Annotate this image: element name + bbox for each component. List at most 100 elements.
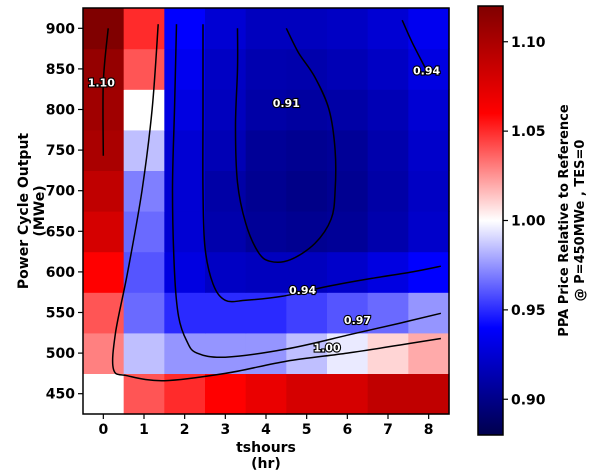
heatmap-cell (205, 8, 247, 50)
heatmap-cell (245, 48, 287, 90)
contour-label: 1.00 (313, 341, 340, 354)
heatmap-cell (245, 332, 287, 374)
heatmap-cell (367, 373, 409, 415)
heatmap-cell (286, 292, 328, 334)
contour-line (401, 19, 428, 71)
y-axis-ticks: 450 500 550 600 650 700 750 800 850 900 (46, 21, 83, 403)
heatmap-cell (367, 332, 409, 374)
heatmap-cell (408, 292, 450, 334)
heatmap-cell (83, 251, 125, 293)
contour-line (102, 28, 109, 156)
colorbar (477, 5, 504, 436)
heatmap-cell (245, 251, 287, 293)
contour-label: 0.94 (413, 65, 440, 78)
heatmap-cell (164, 8, 206, 50)
y-axis-label: Power Cycle Output(MWe) (16, 133, 48, 290)
heatmap-cell (327, 48, 369, 90)
heatmap-cell (367, 292, 409, 334)
y-tick-label: 600 (46, 265, 75, 281)
x-tick-label: 2 (180, 422, 190, 438)
heatmap-cell (83, 292, 125, 334)
heatmap-cell (164, 292, 206, 334)
heatmap-cell (245, 211, 287, 253)
heatmap-cell (367, 48, 409, 90)
heatmap-cell (205, 89, 247, 131)
heatmap-cell (245, 373, 287, 415)
heatmap-cell (164, 129, 206, 171)
colorbar-ticks: 0.90 0.95 1.00 1.05 1.10 (503, 35, 546, 408)
heatmap-cell (123, 129, 165, 171)
heatmap-cell (327, 170, 369, 212)
heatmap-cell (164, 170, 206, 212)
x-tick-label: 4 (261, 422, 271, 438)
heatmap-cell (123, 332, 165, 374)
heatmap-cell (83, 373, 125, 415)
heatmap-cell (205, 332, 247, 374)
heatmap-cell (245, 129, 287, 171)
heatmap-cell (205, 48, 247, 90)
heatmap-cell (205, 251, 247, 293)
x-axis-label: tshours (hr) (236, 440, 296, 472)
heatmap-cell (205, 211, 247, 253)
heatmap-cell (367, 211, 409, 253)
contour-line (234, 27, 337, 263)
heatmap-cell (327, 251, 369, 293)
heatmap-cell (408, 211, 450, 253)
heatmap-cell (327, 292, 369, 334)
heatmap-cell (367, 170, 409, 212)
x-tick-label: 5 (302, 422, 312, 438)
heatmap-cell (286, 48, 328, 90)
heatmap-cell (286, 89, 328, 131)
y-tick-label: 650 (46, 224, 75, 240)
y-tick-label: 850 (46, 62, 75, 78)
contour-label: 0.91 (273, 97, 300, 110)
heatmap-cell (83, 332, 125, 374)
heatmap-cell (245, 170, 287, 212)
heatmap-cell (286, 211, 328, 253)
heatmap-cells (83, 8, 450, 415)
y-tick-label: 900 (46, 21, 75, 37)
x-axis-ticks: 0 1 2 3 4 5 6 7 8 (98, 414, 434, 438)
heatmap-cell (408, 251, 450, 293)
x-tick-label: 1 (139, 422, 149, 438)
heatmap-cell (205, 170, 247, 212)
x-tick-label: 0 (98, 422, 108, 438)
heatmap-cell (164, 89, 206, 131)
y-tick-label: 450 (46, 387, 75, 403)
heatmap-cell (83, 170, 125, 212)
heatmap-cell (205, 292, 247, 334)
heatmap-cell (408, 89, 450, 131)
contour-label: 0.97 (344, 314, 371, 327)
heatmap-cell (367, 8, 409, 50)
colorbar-tick-label: 1.00 (511, 214, 546, 230)
heatmap-cell (327, 373, 369, 415)
heatmap-cell (164, 48, 206, 90)
heatmap-cell (123, 211, 165, 253)
heatmap-cell (205, 129, 247, 171)
colorbar-tick-label: 1.05 (511, 124, 546, 140)
heatmap-cell (408, 8, 450, 50)
y-tick-label: 750 (46, 143, 75, 159)
heatmap-cell (83, 211, 125, 253)
heatmap-cell (327, 211, 369, 253)
contour-label: 0.94 (289, 284, 316, 297)
heatmap-cell (286, 332, 328, 374)
heatmap-cell (408, 170, 450, 212)
colorbar-label: PPA Price Relative to Reference@ P=450MW… (557, 104, 588, 337)
heatmap-cell (408, 129, 450, 171)
x-tick-label: 6 (342, 422, 352, 438)
heatmap-cell (286, 129, 328, 171)
contour-line (202, 24, 442, 303)
contour-label: 1.10 (88, 77, 115, 90)
colorbar-tick-label: 0.95 (511, 303, 546, 319)
heatmap-cell (408, 332, 450, 374)
heatmap-cell (205, 373, 247, 415)
colorbar-tick-label: 0.90 (511, 392, 546, 408)
heatmap-cell (123, 89, 165, 131)
x-tick-label: 3 (220, 422, 230, 438)
heatmap-cell (327, 89, 369, 131)
x-tick-label: 7 (383, 422, 393, 438)
contour-labels: 1.10 0.91 0.94 0.94 0.97 1.00 (87, 63, 442, 355)
heatmap-cell (245, 8, 287, 50)
